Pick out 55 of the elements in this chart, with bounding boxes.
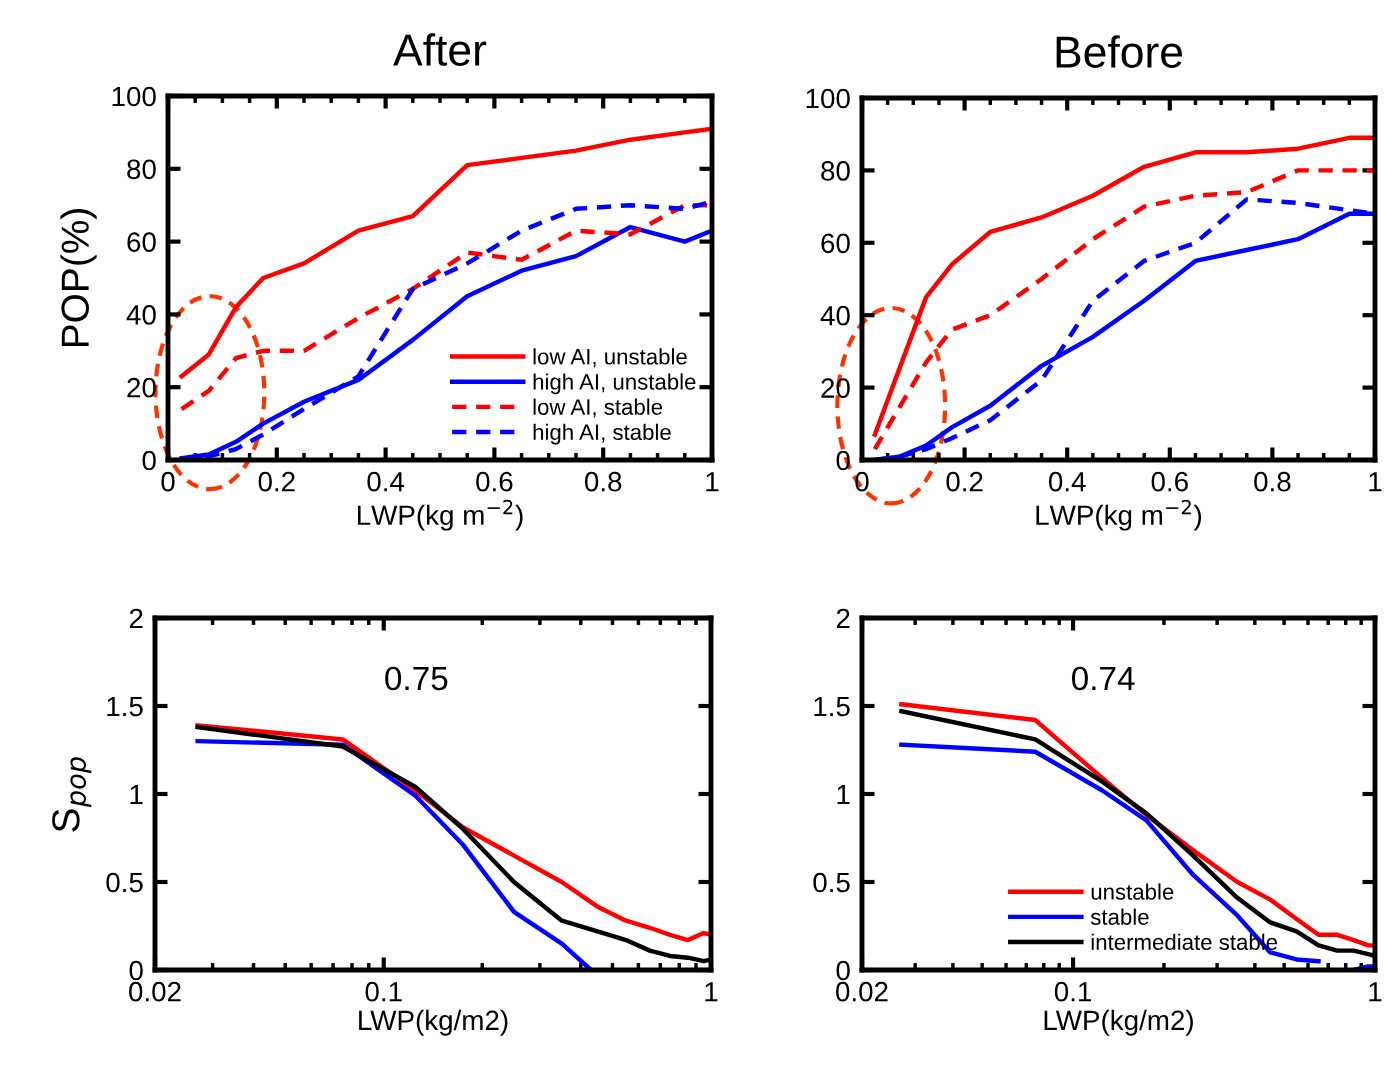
- x-tick-label: 0.1: [365, 981, 402, 1002]
- chart-title: After: [393, 33, 487, 66]
- y-tick-label: 2: [129, 608, 143, 629]
- x-tick-label: 0.6: [476, 471, 513, 492]
- x-tick-label: 0.6: [1151, 471, 1188, 492]
- legend-label: unstable: [1091, 883, 1174, 900]
- legend-label: high AI, stable: [533, 423, 671, 445]
- y-tick-label: 1: [837, 784, 850, 805]
- legend-label: high AI, unstable: [533, 373, 696, 395]
- y-tick-label: 40: [820, 305, 850, 326]
- y-tick-label: 60: [127, 232, 156, 252]
- y-tick-label: 1.5: [107, 696, 143, 717]
- legend-label: stable: [1090, 908, 1149, 925]
- x-tick-label: 0.02: [836, 981, 888, 1002]
- x-tick-label: 1: [705, 982, 718, 1002]
- y-tick-label: 0.5: [106, 872, 143, 893]
- y-tick-label: 0: [129, 960, 143, 981]
- x-tick-label: 1: [1369, 982, 1382, 1002]
- y-tick-label: 0.5: [813, 872, 850, 893]
- annotation: 0.74: [1071, 666, 1135, 691]
- x-axis-title: LWP(kg m$^{−2}$): [357, 499, 523, 531]
- x-axis-title: LWP(kg/m2): [1044, 1009, 1193, 1036]
- y-tick-label: 40: [126, 305, 156, 325]
- line-series: [872, 135, 1375, 437]
- y-tick-label: 80: [127, 159, 156, 180]
- x-tick-label: 0.1: [1054, 981, 1092, 1002]
- y-tick-label: 1: [130, 784, 143, 805]
- y-tick-label: 100: [112, 86, 156, 107]
- y-tick-label: 0: [836, 960, 850, 981]
- chart-title: Before: [1056, 35, 1182, 68]
- y-tick-label: 2: [836, 608, 850, 629]
- x-tick-label: 0.8: [584, 471, 622, 492]
- y-axis-title: POP(%): [60, 209, 97, 347]
- legend-label: low AI, unstable: [533, 348, 687, 368]
- annotation: 0.75: [385, 666, 448, 691]
- x-tick-label: 0: [161, 471, 175, 492]
- x-axis-title: LWP(kg m$^{−2}$): [1036, 499, 1202, 531]
- y-axis-title: S$_{pop}$: [52, 757, 92, 832]
- x-axis-title: LWP(kg/m2): [359, 1009, 508, 1036]
- legend-label: low AI, stable: [533, 398, 663, 418]
- y-tick-label: 1.5: [814, 696, 850, 717]
- x-tick-label: 1: [706, 472, 719, 492]
- y-tick-label: 100: [806, 88, 850, 109]
- y-tick-label: 20: [127, 377, 156, 398]
- y-tick-label: 80: [821, 161, 850, 181]
- y-tick-label: 60: [821, 233, 850, 254]
- y-tick-label: 20: [821, 378, 850, 398]
- x-tick-label: 0.2: [946, 471, 983, 492]
- x-tick-label: 0.2: [258, 471, 295, 492]
- x-tick-label: 0.02: [129, 981, 181, 1002]
- y-tick-label: 0: [142, 450, 156, 471]
- x-tick-label: 0.4: [367, 471, 405, 492]
- x-tick-label: 0.8: [1254, 471, 1291, 492]
- x-tick-label: 1: [1369, 472, 1382, 492]
- x-tick-label: 0.4: [1048, 471, 1086, 492]
